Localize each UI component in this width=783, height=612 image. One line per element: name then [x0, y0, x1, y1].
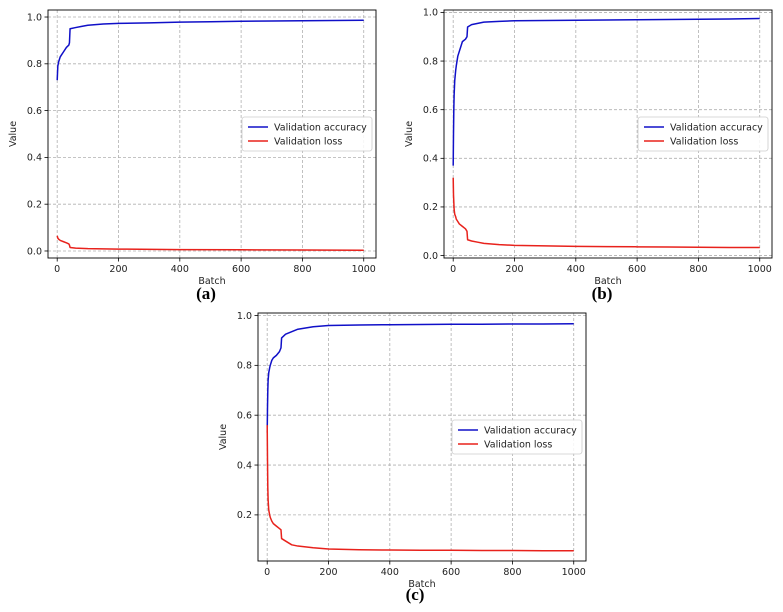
- x-tick-label: 600: [232, 264, 250, 275]
- x-tick-label: 200: [505, 264, 523, 275]
- panel-label: (c): [406, 585, 425, 604]
- y-tick-label: 0.8: [237, 361, 252, 372]
- legend: Validation accuracy Validation loss: [637, 116, 769, 152]
- x-tick-label: 600: [442, 567, 460, 578]
- y-axis-label: Value: [8, 121, 19, 147]
- x-tick-label: 0: [264, 567, 270, 578]
- series-line-validation-accuracy: [266, 322, 574, 433]
- y-tick-label: 1.0: [423, 8, 438, 19]
- panel-label: (a): [196, 284, 216, 303]
- legend-box: [637, 116, 769, 152]
- legend-box: [451, 419, 583, 455]
- x-tick-label: 400: [381, 567, 399, 578]
- x-axis-label: Batch: [408, 579, 435, 590]
- x-tick-label: 0: [450, 264, 456, 275]
- y-tick-label: 0.4: [423, 154, 438, 165]
- y-tick-label: 0.6: [27, 106, 42, 117]
- y-tick-label: 0.8: [423, 56, 438, 67]
- x-axis-label: Batch: [198, 276, 225, 287]
- series-line-validation-loss: [452, 177, 760, 249]
- x-tick-label: 800: [689, 264, 707, 275]
- x-tick-label: 400: [171, 264, 189, 275]
- x-tick-label: 0: [54, 264, 60, 275]
- plot-frame: [257, 312, 587, 562]
- y-tick-label: 0.2: [27, 199, 42, 210]
- x-tick-label: 200: [109, 264, 127, 275]
- x-tick-label: 1000: [748, 264, 772, 275]
- legend-entry: Validation loss: [274, 136, 342, 147]
- y-tick-label: 0.4: [27, 153, 42, 164]
- x-tick-label: 1000: [352, 264, 376, 275]
- series-line-validation-accuracy: [56, 19, 364, 81]
- y-tick-label: 0.8: [27, 59, 42, 70]
- y-tick-label: 0.4: [237, 460, 252, 471]
- legend-entry: Validation loss: [484, 439, 552, 450]
- y-axis-label: Value: [404, 121, 415, 147]
- y-axis-label: Value: [218, 424, 229, 450]
- y-tick-label: 0.2: [423, 202, 438, 213]
- x-tick-label: 600: [628, 264, 646, 275]
- x-tick-label: 800: [503, 567, 521, 578]
- series-line-validation-loss: [266, 425, 574, 552]
- legend-entry: Validation accuracy: [670, 122, 763, 133]
- y-tick-label: 0.6: [237, 410, 252, 421]
- x-tick-label: 800: [293, 264, 311, 275]
- legend-entry: Validation accuracy: [274, 122, 367, 133]
- y-tick-label: 0.2: [237, 510, 252, 521]
- legend-entry: Validation accuracy: [484, 425, 577, 436]
- x-tick-label: 1000: [562, 567, 586, 578]
- legend-box: [241, 116, 373, 152]
- legend: Validation accuracy Validation loss: [451, 419, 583, 455]
- series-line-validation-accuracy: [452, 17, 760, 166]
- plot-frame: [443, 9, 773, 259]
- y-tick-label: 1.0: [27, 12, 42, 23]
- chart-panel-a: (a) 0 200 400 600 800 1000 0.0 0.2 0.4 0.6 0.8 1.0 B…: [8, 9, 377, 303]
- chart-panel-c: (c) 0 200 400 600 800 1000 0.2 0.4 0.6 0.8 1.0 Batc…: [218, 311, 587, 604]
- y-tick-label: 0.0: [423, 251, 438, 262]
- y-tick-label: 0.6: [423, 105, 438, 116]
- x-tick-label: 200: [319, 567, 337, 578]
- plot-frame: [47, 9, 377, 259]
- x-tick-label: 400: [567, 264, 585, 275]
- panel-label: (b): [592, 284, 613, 303]
- legend: Validation accuracy Validation loss: [241, 116, 373, 152]
- legend-entry: Validation loss: [670, 136, 738, 147]
- x-axis-label: Batch: [594, 276, 621, 287]
- y-tick-label: 0.0: [27, 246, 42, 257]
- y-tick-label: 1.0: [237, 311, 252, 322]
- chart-panel-b: (b) 0 200 400 600 800 1000 0.0 0.2 0.4 0.6 0.8 1.0 B…: [404, 8, 773, 303]
- series-line-validation-loss: [56, 235, 364, 252]
